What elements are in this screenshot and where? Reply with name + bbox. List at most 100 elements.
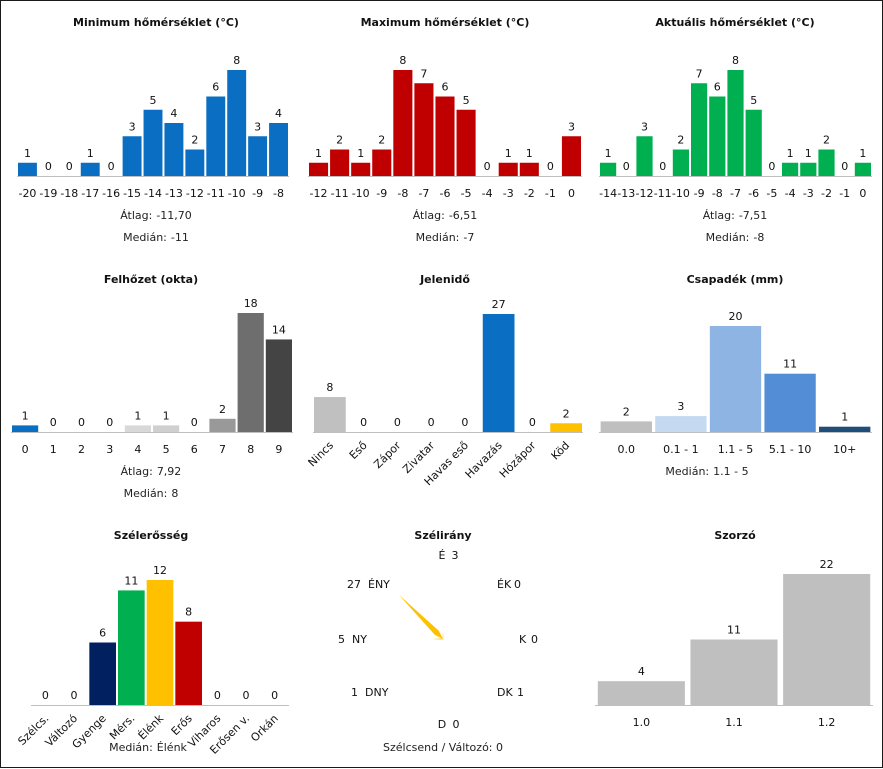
tick-label: -10 [672,187,690,200]
bar-4 [124,425,151,432]
rose-petal-DK [443,639,445,641]
data-label: 11 [783,358,797,371]
rose-petal-É [442,632,444,639]
data-label: 0 [214,689,221,702]
data-label: 8 [326,381,333,394]
stat-value: -11 [171,231,189,244]
bar--6 [435,96,455,176]
tick-label: -10 [352,187,370,200]
data-label: 3 [568,120,575,133]
stat-label: Átlag: [703,209,735,222]
data-label: 6 [99,627,106,640]
bar--9 [248,136,268,176]
tick-label: 0.0 [618,443,636,456]
tick-label: -5 [461,187,472,200]
bar--9 [691,83,708,176]
bar-1.0 [597,681,685,705]
stat-line: Medián: -8 [706,231,765,244]
direction-value: 27 [347,578,361,591]
chart-szel: Szélerősség0Szélcs.0Változó6Gyenge11Mérs… [15,529,289,757]
tick-label: -11 [207,187,225,200]
data-label: 11 [727,624,741,637]
bar--12 [185,149,205,176]
bar--3 [800,162,817,176]
tick-label: -8 [273,187,284,200]
stat-label: Medián: [124,487,168,500]
data-label: 2 [191,134,198,147]
direction-value: 5 [338,633,345,646]
tick-label: -4 [785,187,796,200]
tick-label: -11 [654,187,672,200]
bar-Erős [175,621,202,705]
data-label: 0 [45,160,52,173]
stat-line: Medián: -7 [416,231,475,244]
stat-line: Medián: 8 [124,487,179,500]
data-label: 0 [50,416,57,429]
bar--7 [727,70,744,176]
tick-label: 1.2 [818,716,836,729]
direction-label: K [519,633,527,646]
data-label: 1 [163,409,170,422]
stat-label: Medián: [706,231,750,244]
chart-min: Minimum hőmérséklet (°C) 1 -20 0 -19 0 -18 1 -17… [17,16,289,244]
stat-line: Átlag: 7,92 [121,465,182,478]
direction-value: 0 [514,578,521,591]
bar--8 [269,123,288,176]
chart-csap: Csapadék (mm) 2 0.0 3 0.1 - 1 20 1.1 - 5 11 5.1 … [599,273,872,478]
data-label: 3 [641,120,648,133]
bar-Nincs [314,397,346,432]
direction-label: DNY [365,686,389,699]
data-label: 2 [378,134,385,147]
data-label: 1 [526,147,533,160]
tick-label: -3 [803,187,814,200]
direction-value: 3 [452,549,459,562]
bar--13 [164,123,184,176]
stat-label: Medián: [123,231,167,244]
stat-value: 8 [171,487,178,500]
data-label: 4 [275,107,282,120]
direction-label: ÉNY [368,578,390,591]
data-label: 0 [394,416,401,429]
data-label: 1 [805,147,812,160]
direction-label: DK [497,686,513,699]
tick-label: Hózápor [497,439,539,481]
data-label: 14 [272,323,286,336]
data-label: 1 [134,409,141,422]
data-label: 0 [360,416,367,429]
data-label: 3 [254,120,261,133]
tick-label: 5 [163,443,170,456]
direction-label: D [438,718,446,731]
stat-label: Átlag: [121,465,153,478]
data-label: 2 [823,134,830,147]
chart-title: Maximum hőmérséklet (°C) [361,16,530,29]
bar--4 [782,162,799,176]
tick-label: -9 [694,187,705,200]
stat-value: -7 [463,231,474,244]
tick-label: -10 [228,187,246,200]
data-label: 1 [605,147,612,160]
tick-label: -9 [376,187,387,200]
data-label: 1 [787,147,794,160]
data-label: 0 [106,416,113,429]
rose-footer: Szélcsend / Változó: 0 [383,741,503,754]
direction-value: 0 [453,718,460,731]
direction-label: ÉK [497,578,512,591]
data-label: 8 [185,606,192,619]
data-label: 6 [212,81,219,94]
tick-label: 5.1 - 10 [769,443,811,456]
bar-5 [153,425,180,432]
data-label: 8 [732,54,739,67]
bar--14 [600,162,617,176]
bar-0.1 - 1 [655,416,707,432]
bar--15 [122,136,142,176]
tick-label: 7 [219,443,226,456]
chart-title: Minimum hőmérséklet (°C) [73,16,239,29]
tick-label: -14 [599,187,617,200]
tick-label: -8 [397,187,408,200]
bar-10+ [819,426,871,432]
bar--10 [351,162,371,176]
tick-label: 0 [22,443,29,456]
stat-line: Medián: Élénk [109,741,187,754]
